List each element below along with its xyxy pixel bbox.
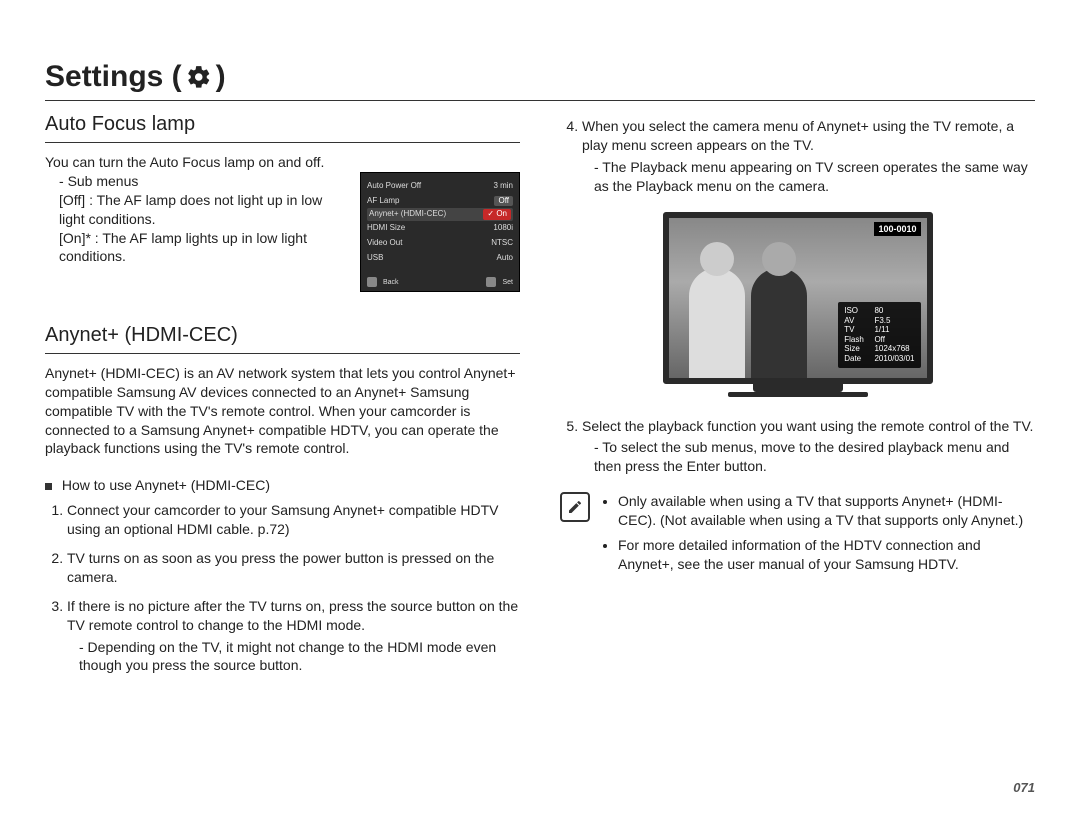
tv-stand-base — [728, 392, 868, 397]
note-1: Only available when using a TV that supp… — [618, 492, 1035, 530]
page-title: Settings ( ) — [45, 60, 226, 94]
title-text-part2: ) — [216, 60, 226, 94]
step-5: Select the playback function you want us… — [582, 417, 1035, 477]
sub-menus-label: - Sub menus — [59, 172, 350, 191]
page-number: 071 — [1013, 780, 1035, 795]
menu-row-label: Video Out — [367, 238, 402, 249]
gear-icon — [186, 64, 212, 90]
tv-file-label: 100-0010 — [874, 222, 920, 236]
menu-row-value: 1080i — [493, 223, 513, 234]
tv-info-line: ISO 80 — [844, 306, 914, 316]
howto-heading: How to use Anynet+ (HDMI-CEC) — [62, 477, 270, 493]
right-column: When you select the camera menu of Anyne… — [560, 111, 1035, 685]
menu-back-badge — [367, 277, 377, 287]
menu-row: USB Auto — [367, 251, 513, 266]
tv-info-line: AV F3.5 — [844, 316, 914, 326]
menu-row-value: 3 min — [493, 181, 513, 192]
af-intro: You can turn the Auto Focus lamp on and … — [45, 153, 520, 172]
menu-row-label: AF Lamp — [367, 196, 399, 207]
tv-info-box: ISO 80AV F3.5TV 1/11Flash OffSize 1024x7… — [838, 302, 920, 368]
note-callout: Only available when using a TV that supp… — [560, 492, 1035, 580]
menu-row: HDMI Size 1080i — [367, 221, 513, 236]
note-list: Only available when using a TV that supp… — [600, 492, 1035, 580]
tv-screen: 100-0010 ISO 80AV F3.5TV 1/11Flash OffSi… — [669, 218, 927, 378]
menu-row-label: Auto Power Off — [367, 181, 421, 192]
menu-rows: Auto Power Off3 minAF LampOffAnynet+ (HD… — [367, 179, 513, 266]
menu-row: Video Out NTSC — [367, 236, 513, 251]
menu-row: AF Lamp Off — [367, 194, 513, 209]
square-bullet-icon — [45, 483, 52, 490]
af-text: - Sub menus [Off] : The AF lamp does not… — [45, 172, 350, 292]
title-text-part1: Settings ( — [45, 60, 182, 94]
step-5-sub: - To select the sub menus, move to the d… — [594, 438, 1035, 476]
menu-row-value: ✓ On — [483, 209, 511, 220]
menu-row-value: Auto — [497, 253, 513, 264]
menu-footer: Back Set — [367, 277, 513, 287]
section-title-anynet: Anynet+ (HDMI-CEC) — [45, 322, 520, 354]
menu-row-label: Anynet+ (HDMI-CEC) — [369, 209, 446, 220]
person-2 — [751, 268, 807, 378]
tv-figure: 100-0010 ISO 80AV F3.5TV 1/11Flash OffSi… — [663, 212, 933, 397]
menu-row-label: HDMI Size — [367, 223, 405, 234]
howto-heading-row: How to use Anynet+ (HDMI-CEC) — [45, 476, 520, 495]
af-block: - Sub menus [Off] : The AF lamp does not… — [45, 172, 520, 292]
settings-menu-screenshot: Auto Power Off3 minAF LampOffAnynet+ (HD… — [360, 172, 520, 292]
manual-page: Settings ( ) Auto Focus lamp You can tur… — [0, 0, 1080, 815]
tv-info-line: TV 1/11 — [844, 325, 914, 335]
tv-info-line: Date 2010/03/01 — [844, 354, 914, 364]
step-4-sub: - The Playback menu appearing on TV scre… — [594, 158, 1035, 196]
menu-row: Auto Power Off 3 min — [367, 179, 513, 194]
af-off-line: [Off] : The AF lamp does not light up in… — [59, 191, 350, 229]
tv-info-line: Size 1024x768 — [844, 344, 914, 354]
howto-steps: Connect your camcorder to your Samsung A… — [45, 501, 520, 675]
tv-stand — [753, 384, 843, 392]
step-1: Connect your camcorder to your Samsung A… — [67, 501, 520, 539]
tv-frame: 100-0010 ISO 80AV F3.5TV 1/11Flash OffSi… — [663, 212, 933, 384]
note-2: For more detailed information of the HDT… — [618, 536, 1035, 574]
left-column: Auto Focus lamp You can turn the Auto Fo… — [45, 111, 520, 685]
person-1 — [689, 268, 745, 378]
section-title-af: Auto Focus lamp — [45, 111, 520, 143]
howto-steps-cont: When you select the camera menu of Anyne… — [560, 117, 1035, 196]
anynet-paragraph: Anynet+ (HDMI-CEC) is an AV network syst… — [45, 364, 520, 458]
columns: Auto Focus lamp You can turn the Auto Fo… — [45, 111, 1035, 685]
howto-steps-cont2: Select the playback function you want us… — [560, 417, 1035, 477]
menu-ok-badge — [486, 277, 496, 287]
step-3: If there is no picture after the TV turn… — [67, 597, 520, 676]
menu-row-value: NTSC — [491, 238, 513, 249]
step-4: When you select the camera menu of Anyne… — [582, 117, 1035, 196]
step-2: TV turns on as soon as you press the pow… — [67, 549, 520, 587]
menu-row: Anynet+ (HDMI-CEC) ✓ On — [367, 208, 513, 221]
pencil-note-icon — [560, 492, 590, 522]
tv-info-line: Flash Off — [844, 335, 914, 345]
tv-people — [689, 268, 807, 378]
menu-row-label: USB — [367, 253, 383, 264]
title-row: Settings ( ) — [45, 60, 1035, 101]
menu-row-value: Off — [494, 196, 513, 207]
af-on-line: [On]* : The AF lamp lights up in low lig… — [59, 229, 350, 267]
step-3-sub: - Depending on the TV, it might not chan… — [79, 638, 520, 676]
